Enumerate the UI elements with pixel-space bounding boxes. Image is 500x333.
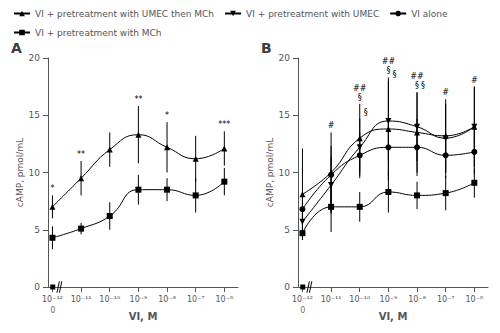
svg-text:10⁻¹⁰: 10⁻¹⁰: [99, 295, 120, 304]
svg-text:#: #: [442, 88, 449, 97]
svg-text:20: 20: [279, 53, 291, 63]
svg-text:§: §: [392, 70, 396, 79]
svg-text:10⁻⁸: 10⁻⁸: [408, 295, 426, 304]
svg-text:B: B: [261, 40, 272, 56]
svg-text:10⁻⁹: 10⁻⁹: [380, 295, 398, 304]
svg-text:cAMP, pmol/mL: cAMP, pmol/mL: [15, 138, 25, 207]
svg-text:10⁻⁶: 10⁻⁶: [466, 295, 484, 304]
svg-text:10⁻⁸: 10⁻⁸: [158, 295, 176, 304]
svg-text:VI, M: VI, M: [129, 311, 158, 322]
svg-text:cAMP, pmol/mL: cAMP, pmol/mL: [265, 138, 275, 207]
svg-text:**: **: [134, 95, 142, 104]
svg-text:0: 0: [300, 306, 305, 315]
svg-text:10: 10: [29, 168, 41, 178]
svg-text:##: ##: [410, 72, 424, 81]
svg-text:0: 0: [34, 282, 40, 292]
svg-text:10⁻¹²: 10⁻¹²: [292, 295, 313, 304]
svg-text:A: A: [11, 40, 22, 56]
svg-text:VI, M: VI, M: [379, 311, 408, 322]
svg-text:0: 0: [284, 282, 290, 292]
svg-text:##: ##: [382, 57, 396, 66]
svg-text:10⁻⁷: 10⁻⁷: [437, 295, 455, 304]
svg-text:5: 5: [284, 225, 290, 235]
svg-text:***: ***: [218, 120, 230, 129]
svg-text:10⁻⁹: 10⁻⁹: [130, 295, 148, 304]
svg-text:§: §: [421, 81, 425, 90]
svg-text:§: §: [415, 81, 419, 90]
svg-text:10⁻⁶: 10⁻⁶: [216, 295, 234, 304]
svg-text:VI + pretreatment with UMEC th: VI + pretreatment with UMEC then MCh: [35, 9, 214, 19]
svg-text:10: 10: [279, 168, 291, 178]
svg-text:20: 20: [29, 53, 41, 63]
svg-text:VI alone: VI alone: [411, 9, 448, 19]
svg-text:VI + pretreatment with MCh: VI + pretreatment with MCh: [35, 28, 162, 38]
svg-text:§: §: [364, 108, 368, 117]
svg-text:*: *: [50, 184, 54, 193]
svg-text:5: 5: [34, 225, 40, 235]
svg-text:§: §: [386, 66, 390, 75]
svg-text:15: 15: [279, 110, 290, 120]
svg-text:0: 0: [50, 306, 55, 315]
svg-text:§: §: [358, 93, 362, 102]
svg-text:10⁻¹²: 10⁻¹²: [42, 295, 63, 304]
svg-text:#: #: [328, 121, 335, 130]
svg-text:10⁻¹¹: 10⁻¹¹: [321, 295, 342, 304]
svg-text:**: **: [77, 150, 85, 159]
svg-text:10⁻⁷: 10⁻⁷: [187, 295, 205, 304]
svg-text:##: ##: [353, 84, 367, 93]
svg-text:15: 15: [29, 110, 40, 120]
svg-text:10⁻¹⁰: 10⁻¹⁰: [349, 295, 370, 304]
svg-text:VI + pretreatment with UMEC: VI + pretreatment with UMEC: [246, 9, 379, 19]
svg-text:*: *: [165, 111, 169, 120]
svg-text:10⁻¹¹: 10⁻¹¹: [71, 295, 92, 304]
svg-text:#: #: [471, 76, 478, 85]
